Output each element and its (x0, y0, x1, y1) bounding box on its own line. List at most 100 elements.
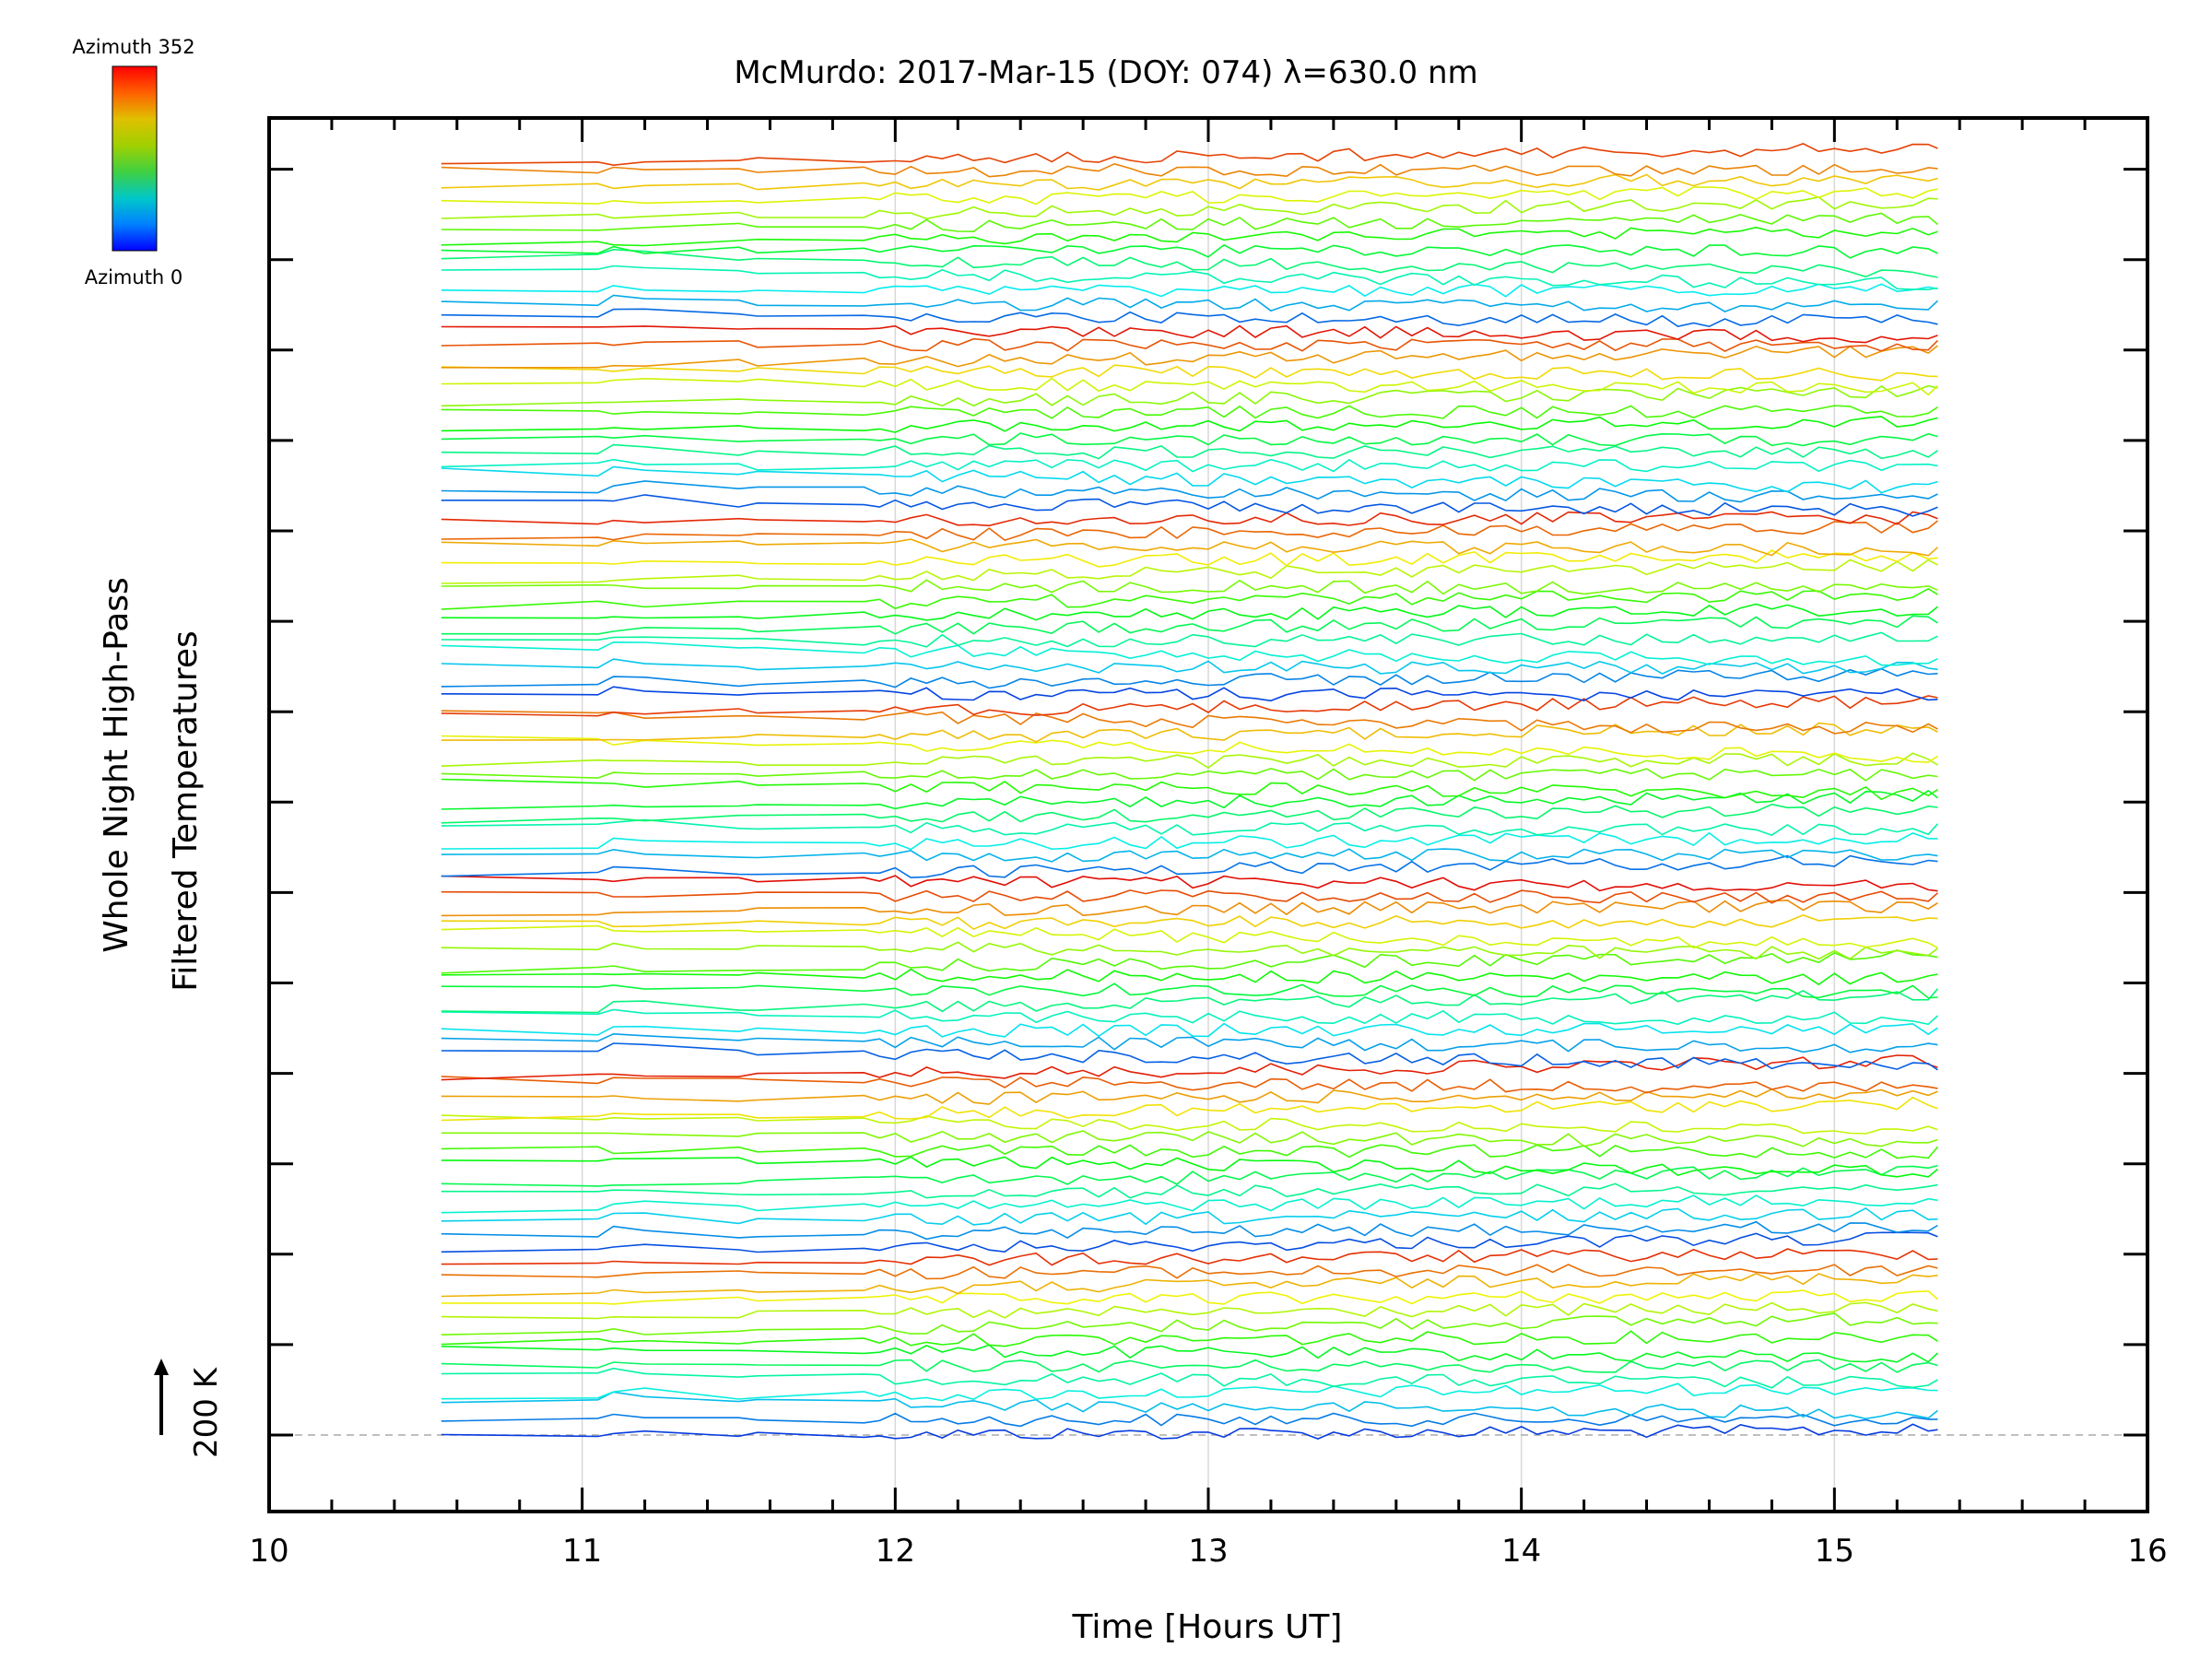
series-line (441, 968, 1938, 986)
series-line (441, 1359, 1938, 1373)
chart-title: McMurdo: 2017-Mar-15 (DOY: 074) λ=630.0 … (734, 54, 1477, 91)
colorbar-top-label: Azimuth 352 (72, 36, 194, 58)
series-line (441, 982, 1938, 999)
series-line (441, 226, 1938, 247)
axes (267, 116, 2149, 1513)
series-line (441, 480, 1938, 503)
series-line (441, 949, 1938, 974)
series-line (441, 1130, 1938, 1147)
series-line (441, 549, 1938, 568)
series-line (441, 941, 1938, 960)
y-axis-label-line2: Filtered Temperatures (167, 630, 205, 992)
series-line (441, 889, 1938, 904)
series-line (441, 520, 1938, 541)
series-line (441, 1054, 1938, 1081)
series-line (441, 538, 1938, 557)
series-line (441, 248, 1938, 278)
series-line (441, 875, 1938, 892)
series-line (441, 735, 1938, 763)
x-tick-label: 12 (876, 1533, 915, 1570)
series-line (441, 511, 1938, 527)
x-tick-label: 14 (1501, 1533, 1541, 1570)
series-line (441, 1164, 1938, 1187)
series-line (441, 1264, 1938, 1280)
series-line (441, 1022, 1938, 1038)
series-line (441, 914, 1938, 931)
series-line (441, 641, 1938, 666)
series-line (441, 603, 1938, 621)
series-line (441, 1382, 1938, 1402)
series-line (441, 384, 1938, 407)
series-line (441, 1194, 1938, 1214)
series-line (441, 767, 1938, 782)
series-line (441, 324, 1938, 344)
series-line (441, 405, 1938, 419)
series-line (441, 686, 1938, 702)
series-line (441, 1412, 1938, 1428)
series-line (441, 667, 1938, 689)
series-line (441, 559, 1938, 584)
series-line (441, 848, 1938, 863)
series-line (441, 924, 1938, 949)
series-line (441, 579, 1938, 595)
scale-bar-arrowhead (154, 1359, 169, 1375)
series-line (441, 1042, 1938, 1071)
series-line (441, 778, 1938, 801)
series-line (441, 722, 1938, 743)
series-line (441, 1231, 1938, 1253)
series-line (441, 1144, 1939, 1159)
series-line (441, 899, 1938, 917)
series-line (441, 1220, 1938, 1241)
series-line (441, 1032, 1938, 1053)
y-axis-label-line1: Whole Night High-Pass (98, 577, 135, 953)
series-line (441, 789, 1938, 810)
series-line (441, 265, 1938, 291)
series-line (441, 988, 1939, 1014)
series-line (441, 1301, 1938, 1320)
series-line (441, 710, 1938, 735)
series-line (441, 587, 1938, 610)
series-line (441, 631, 1938, 648)
series-line (441, 1182, 1938, 1199)
series-line (441, 1096, 1938, 1122)
colorbar-bottom-label: Azimuth 0 (85, 266, 183, 288)
series-line (441, 196, 1938, 220)
series-line (441, 143, 1938, 167)
x-tick-label: 16 (2127, 1533, 2167, 1570)
x-tick-labels: 10 11 12 13 14 15 16 (249, 1533, 2167, 1570)
series-line (441, 615, 1938, 635)
series-line (441, 162, 1938, 178)
series-line (441, 1330, 1938, 1347)
series-line (441, 186, 1938, 206)
series-line (441, 658, 1938, 675)
series-line (441, 1076, 1938, 1094)
scale-bar-label: 200 K (188, 1366, 225, 1458)
series-line (441, 1423, 1938, 1440)
series-line (441, 345, 1938, 369)
series-line (441, 1206, 1938, 1226)
series-line (441, 1367, 1938, 1389)
series-line (441, 243, 1938, 259)
series-line (441, 831, 1938, 851)
x-tick-label: 13 (1188, 1533, 1228, 1570)
series-line (441, 1273, 1938, 1298)
series-line (441, 1344, 1938, 1363)
series-line (441, 173, 1938, 191)
series-line (441, 212, 1938, 233)
series-line (441, 803, 1938, 824)
series-line (441, 1008, 1938, 1026)
series-line (441, 337, 1938, 353)
series-line (441, 308, 1938, 328)
series-line (441, 1156, 1938, 1178)
series-line (441, 1312, 1938, 1335)
series-group (441, 143, 1939, 1440)
series-line (441, 377, 1938, 396)
series-line (441, 283, 1938, 298)
series-line (441, 364, 1938, 382)
series-line (441, 1391, 1938, 1420)
x-tick-label: 15 (1815, 1533, 1854, 1570)
series-line (441, 818, 1938, 836)
series-line (441, 416, 1938, 433)
series-line (441, 1114, 1938, 1135)
